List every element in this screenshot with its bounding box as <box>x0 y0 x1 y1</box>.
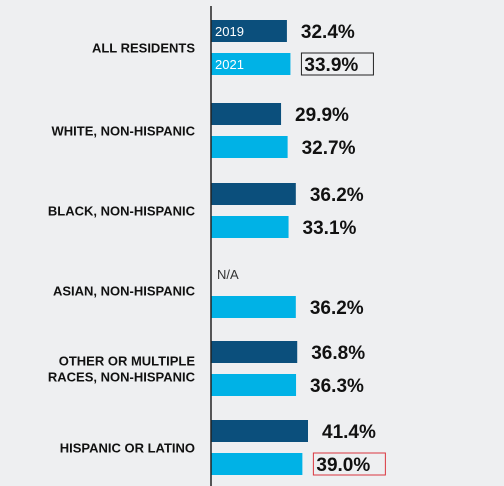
value-label: 39.0% <box>316 455 370 476</box>
bar-2019 <box>211 420 308 442</box>
value-label: 41.4% <box>322 422 376 443</box>
category-label-line: HISPANIC OR LATINO <box>60 441 195 456</box>
bar-2021 <box>211 216 289 238</box>
category-label-line: OTHER OR MULTIPLE <box>59 354 196 369</box>
legend-2021: 2021 <box>215 57 244 72</box>
bar-2021 <box>211 374 297 396</box>
value-label: 29.9% <box>295 105 349 126</box>
highlight-box <box>312 452 386 476</box>
value-label: 32.4% <box>301 22 355 43</box>
bar-2021 <box>211 136 288 158</box>
bar-2019 <box>211 183 296 205</box>
value-label: 36.2% <box>310 298 364 319</box>
na-label: N/A <box>217 267 239 282</box>
category-label-line: ASIAN, NON-HISPANIC <box>53 284 196 299</box>
value-label: 36.8% <box>311 343 365 364</box>
bar-2019 <box>211 103 282 125</box>
bar-2021 <box>211 453 303 475</box>
legend-2019: 2019 <box>215 24 244 39</box>
value-label: 33.9% <box>304 55 358 76</box>
bar-2021 <box>211 53 291 75</box>
category-label: BLACK, NON-HISPANIC <box>48 204 196 219</box>
category-label: HISPANIC OR LATINO <box>60 441 195 456</box>
category-label-line: BLACK, NON-HISPANIC <box>48 204 196 219</box>
category-label-line: WHITE, NON-HISPANIC <box>52 124 196 139</box>
category-label: OTHER OR MULTIPLE RACES, NON-HISPANIC <box>48 354 196 385</box>
category-label-line: RACES, NON-HISPANIC <box>48 370 196 385</box>
category-label: ASIAN, NON-HISPANIC <box>53 284 196 299</box>
category-label-line: ALL RESIDENTS <box>92 41 195 56</box>
category-label: WHITE, NON-HISPANIC <box>52 124 196 139</box>
value-label: 32.7% <box>302 138 356 159</box>
bar-2021 <box>211 296 296 318</box>
highlight-box <box>300 52 374 76</box>
value-label: 33.1% <box>303 218 357 239</box>
value-label: 36.2% <box>310 185 364 206</box>
bar-2019 <box>211 341 298 363</box>
bar-2019 <box>211 20 287 42</box>
category-label: ALL RESIDENTS <box>92 41 195 56</box>
value-labels: 2019 32.4% 2021 33.9% 29.9% 32.7% 36.2% 33.1% N/… <box>215 22 386 476</box>
value-label: 36.3% <box>310 376 364 397</box>
category-labels: ALL RESIDENTS WHITE, NON-HISPANIC BLACK, N… <box>48 41 196 456</box>
bars <box>211 20 308 475</box>
